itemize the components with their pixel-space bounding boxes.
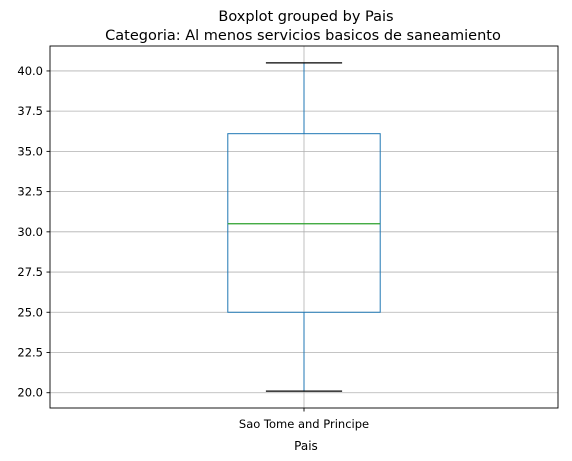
figure-suptitle: Boxplot grouped by Pais bbox=[218, 9, 393, 25]
y-tick-label: 40.0 bbox=[17, 64, 43, 78]
y-tick-label: 20.0 bbox=[17, 386, 43, 400]
y-tick-label: 37.5 bbox=[17, 104, 43, 118]
y-tick-label: 25.0 bbox=[17, 305, 43, 319]
y-tick-label: 22.5 bbox=[17, 345, 43, 359]
chart-title: Categoria: Al menos servicios basicos de… bbox=[105, 28, 501, 44]
y-tick-label: 27.5 bbox=[17, 265, 43, 279]
x-axis-label: Pais bbox=[294, 439, 318, 453]
y-tick-label: 35.0 bbox=[17, 144, 43, 158]
y-tick-label: 32.5 bbox=[17, 185, 43, 199]
iqr-box bbox=[227, 133, 381, 313]
boxes bbox=[227, 62, 381, 392]
x-axis-ticks: Sao Tome and Principe bbox=[239, 408, 369, 431]
y-axis-ticks: 20.0 22.5 25.0 27.5 30.0 32.5 35.0 37.5 40.0 bbox=[17, 64, 50, 400]
y-tick-label: 30.0 bbox=[17, 225, 43, 239]
x-tick-label: Sao Tome and Principe bbox=[239, 417, 369, 431]
